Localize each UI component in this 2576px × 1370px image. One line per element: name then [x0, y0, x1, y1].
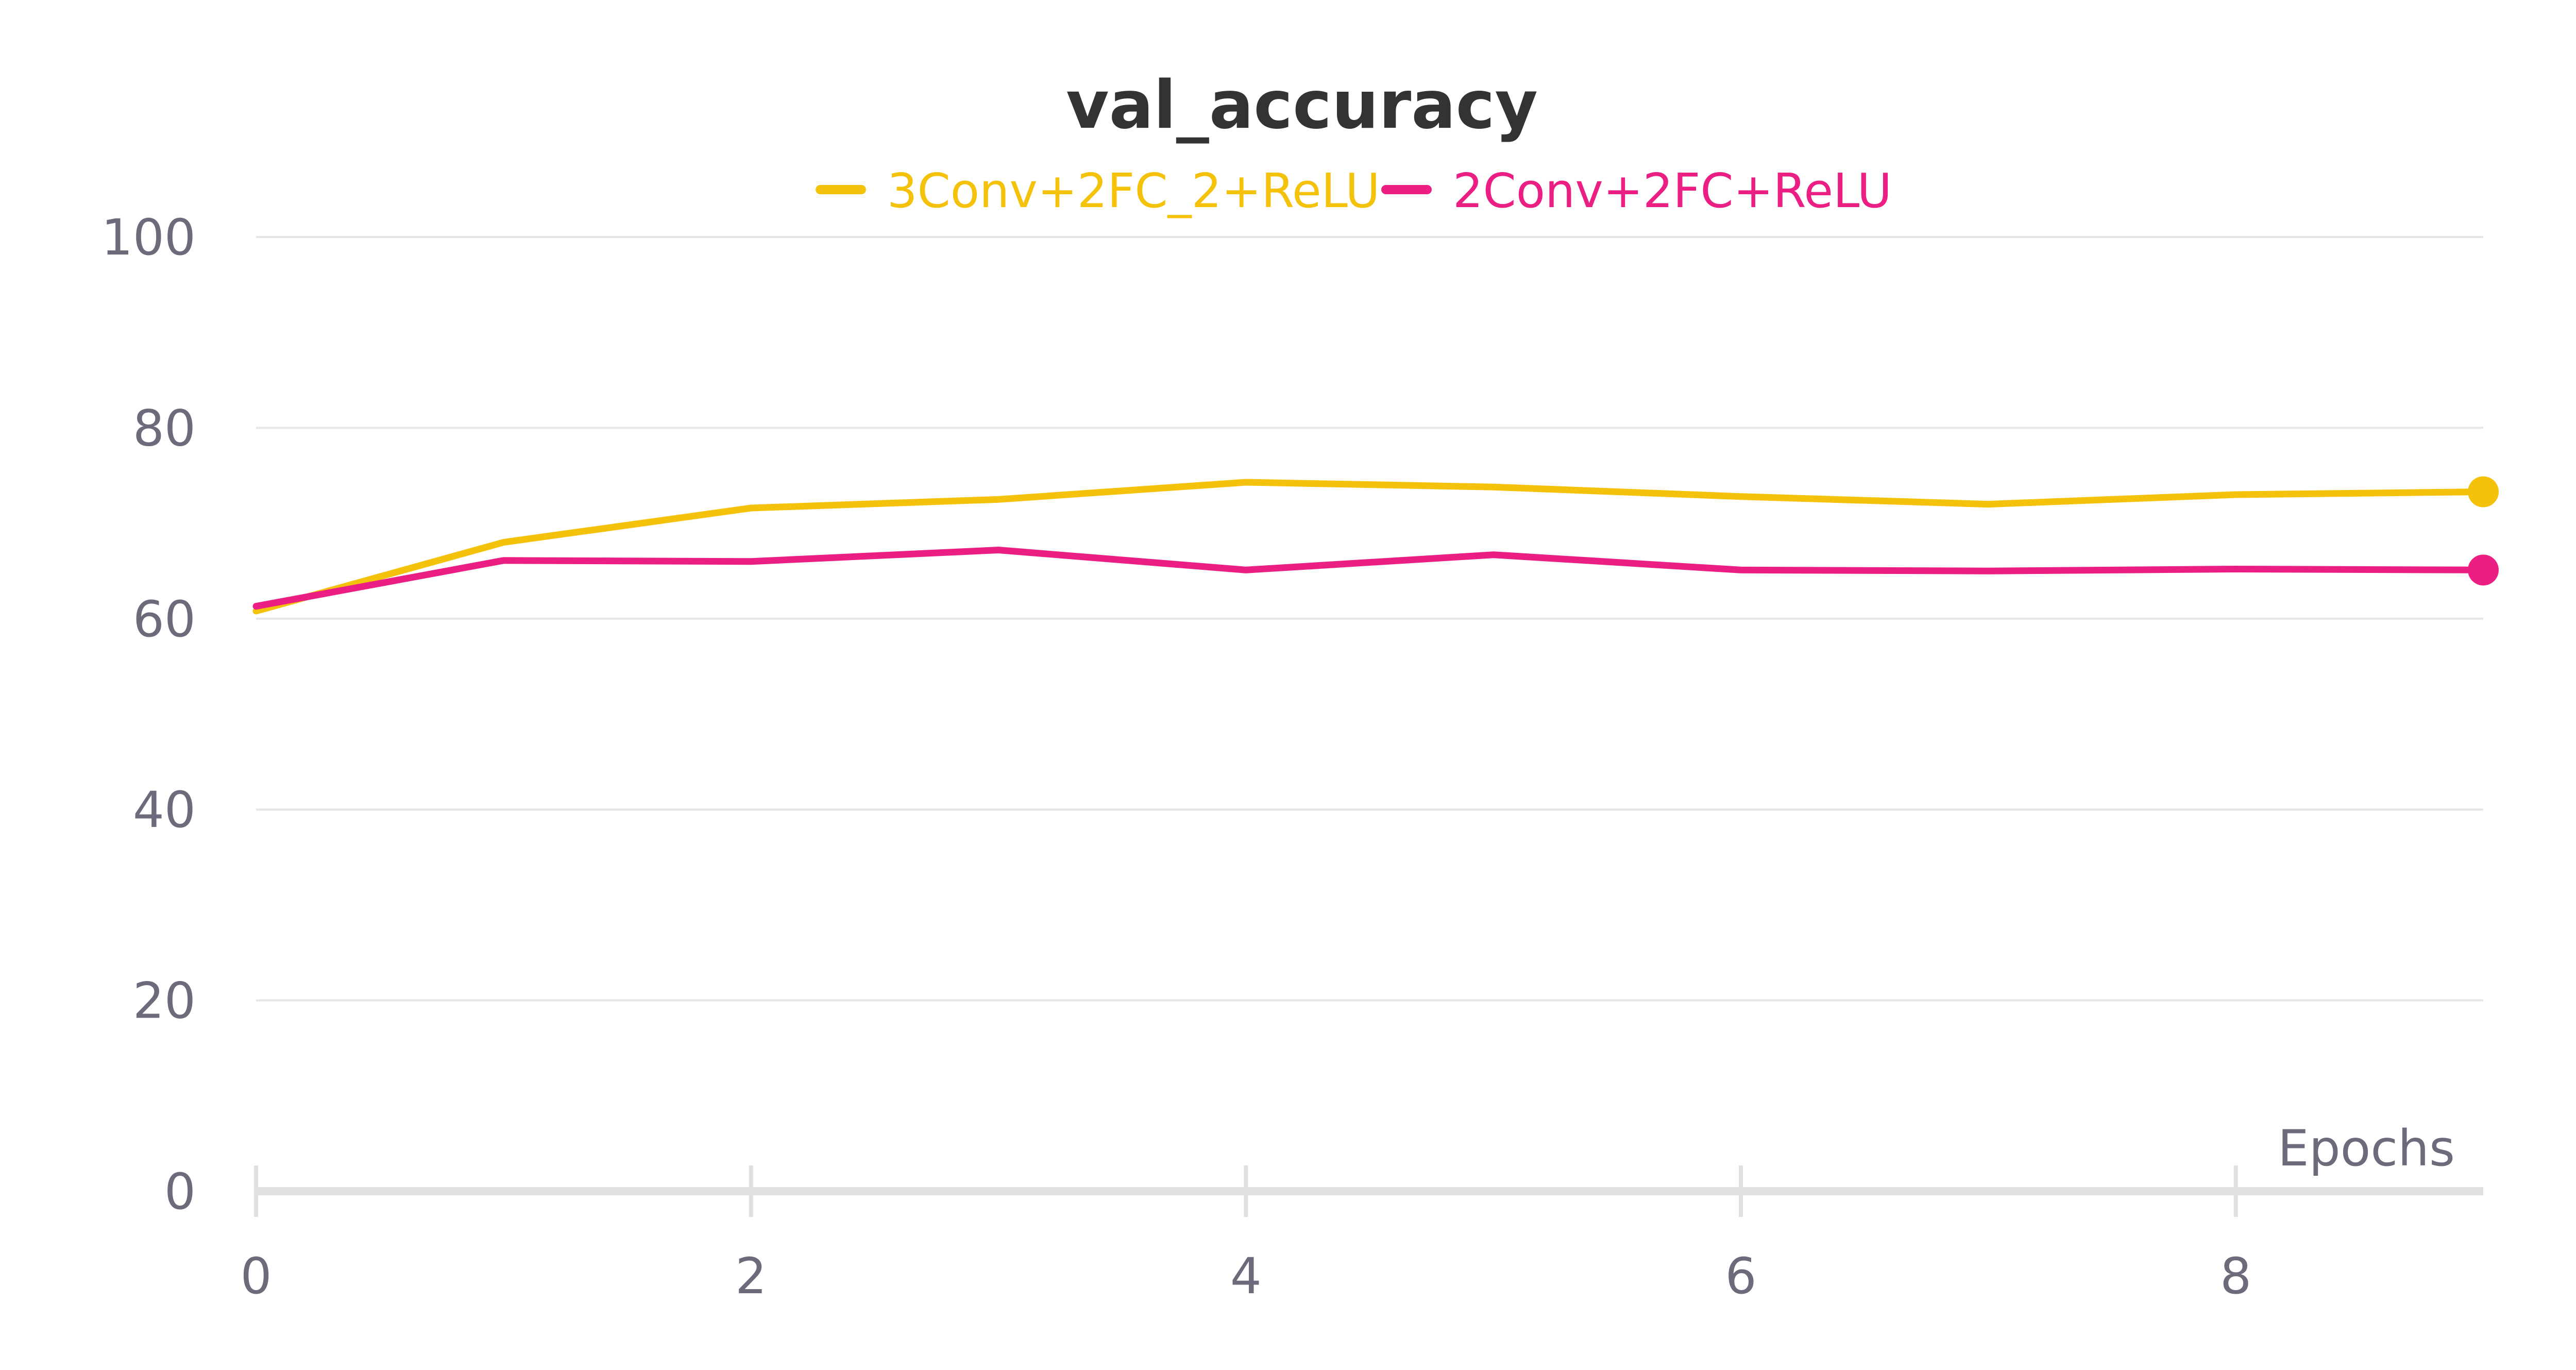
x-axis-title: Epochs — [2278, 1120, 2455, 1177]
y-tick-label: 40 — [133, 781, 196, 839]
x-tick-label: 4 — [1230, 1247, 1262, 1305]
legend-label: 2Conv+2FC+ReLU — [1453, 163, 1892, 218]
grid-lines — [256, 237, 2483, 1001]
x-tick-label: 2 — [735, 1247, 767, 1305]
y-tick-label: 20 — [133, 972, 196, 1030]
chart-title: val_accuracy — [1066, 67, 1538, 144]
data-point — [2468, 554, 2499, 585]
x-axis — [256, 1165, 2483, 1217]
y-tick-label: 0 — [164, 1163, 196, 1221]
x-tick-label: 6 — [1725, 1247, 1756, 1305]
series-line-1 — [256, 482, 2483, 611]
y-axis-ticks: 0 20 40 60 80 100 — [101, 209, 196, 1221]
data-point — [2468, 476, 2499, 507]
series-line-2 — [256, 550, 2483, 606]
x-tick-label: 0 — [240, 1247, 272, 1305]
y-tick-label: 60 — [133, 590, 196, 648]
y-tick-label: 80 — [133, 399, 196, 457]
legend-label: 3Conv+2FC_2+ReLU — [887, 163, 1380, 218]
x-tick-label: 8 — [2220, 1247, 2251, 1305]
x-axis-ticks: 0 2 4 6 8 — [240, 1247, 2251, 1305]
series-lines — [256, 476, 2499, 611]
y-tick-label: 100 — [101, 209, 196, 266]
legend: 3Conv+2FC_2+ReLU 2Conv+2FC+ReLU — [820, 163, 1892, 218]
